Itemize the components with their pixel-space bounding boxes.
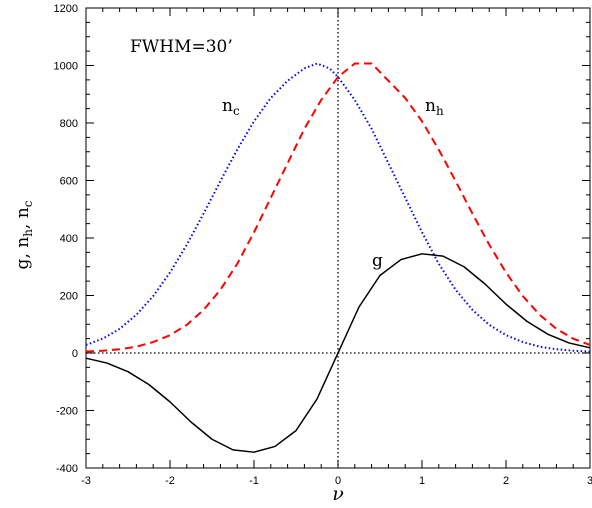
- series-label-n-c: nc: [222, 96, 240, 118]
- x-tick-label: -2: [165, 475, 175, 487]
- series-layer: [85, 62, 591, 453]
- x-tick-label: -1: [249, 475, 259, 487]
- x-tick-label: 3: [587, 475, 592, 487]
- y-tick-label: -400: [56, 463, 78, 475]
- y-tick-label: -200: [56, 406, 78, 418]
- series-label-n-c-sub: c: [233, 104, 240, 118]
- axis-ticks: -3 -2 -1 0 1 2 3 -400 -200 0 200 400 600 800 1000 1200: [54, 3, 592, 487]
- fwhm-annotation: FWHM=30’: [130, 37, 233, 57]
- x-tick-label: 1: [419, 475, 425, 487]
- y-tick-label: 200: [60, 291, 78, 303]
- y-tick-label: 1200: [54, 3, 78, 15]
- y-tick-label: 1000: [54, 61, 78, 73]
- series-label-n-c-base: n: [222, 96, 233, 116]
- y-axis-label-part-1: g, n: [13, 237, 33, 270]
- x-tick-label: 2: [503, 475, 509, 487]
- series-line-n-c: [85, 62, 591, 353]
- x-tick-label: -3: [81, 475, 91, 487]
- x-axis-label: ν: [332, 483, 344, 505]
- series-label-g: g: [372, 251, 383, 271]
- series-label-n-h: nh: [425, 96, 444, 118]
- reference-lines: [86, 8, 590, 468]
- y-axis-label-sub-h: h: [21, 229, 35, 237]
- series-label-n-h-sub: h: [436, 104, 444, 118]
- y-axis-label-part-2: , n: [13, 207, 33, 229]
- series-line-g: [85, 253, 591, 453]
- y-axis-label: g, nh, nc: [13, 200, 35, 269]
- y-tick-label: 600: [60, 176, 78, 188]
- x-tick-label: 0: [335, 475, 341, 487]
- y-axis-label-sub-c: c: [21, 200, 35, 207]
- series-label-n-h-base: n: [425, 96, 436, 116]
- y-tick-label: 400: [60, 233, 78, 245]
- y-tick-label: 0: [72, 348, 78, 360]
- y-tick-label: 800: [60, 118, 78, 130]
